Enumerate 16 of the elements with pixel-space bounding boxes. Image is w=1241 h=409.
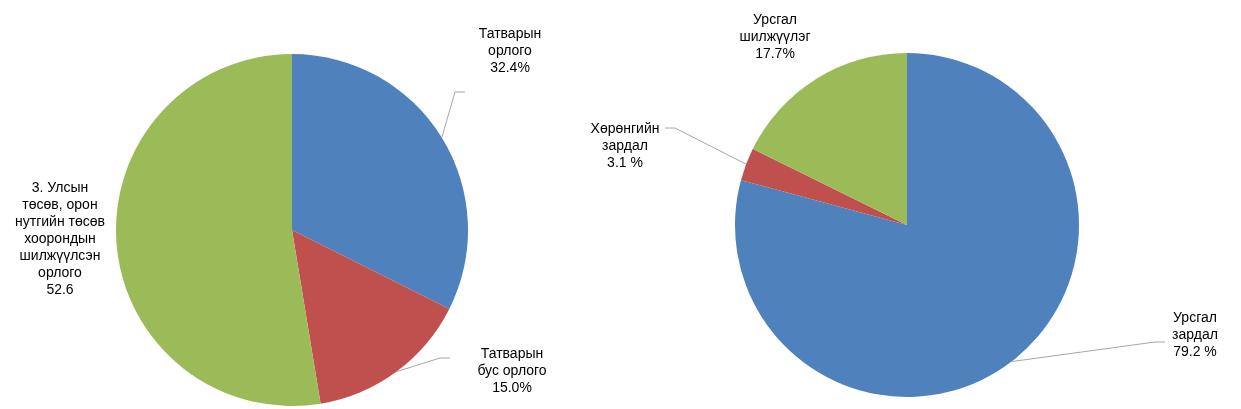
data-label: 52.6 [46, 281, 74, 297]
pie-slice [292, 230, 450, 404]
slice-label: Татварын бус орлого [477, 345, 547, 378]
slice-label: Татварын орлого [478, 25, 542, 58]
slice-label: Урсгал зардал [1172, 309, 1218, 342]
pie-slice [292, 54, 468, 309]
data-label: 32.4% [490, 59, 530, 75]
data-label: 17.7% [755, 45, 795, 61]
slice-label: Урсгал шилжүүлэг [739, 11, 811, 44]
data-label: 3.1 % [607, 154, 643, 170]
data-label: 79.2 % [1173, 343, 1217, 359]
slice-label: Хөрөнгийн зардал [590, 120, 660, 153]
pie-slice [740, 148, 907, 225]
slice-label: 3. Улсын төсөв, орон нутгийн төсөв хоорондын шилжүүлсэн орлого [15, 179, 105, 280]
pie-slice [116, 54, 321, 406]
data-label: 15.0% [492, 379, 532, 395]
